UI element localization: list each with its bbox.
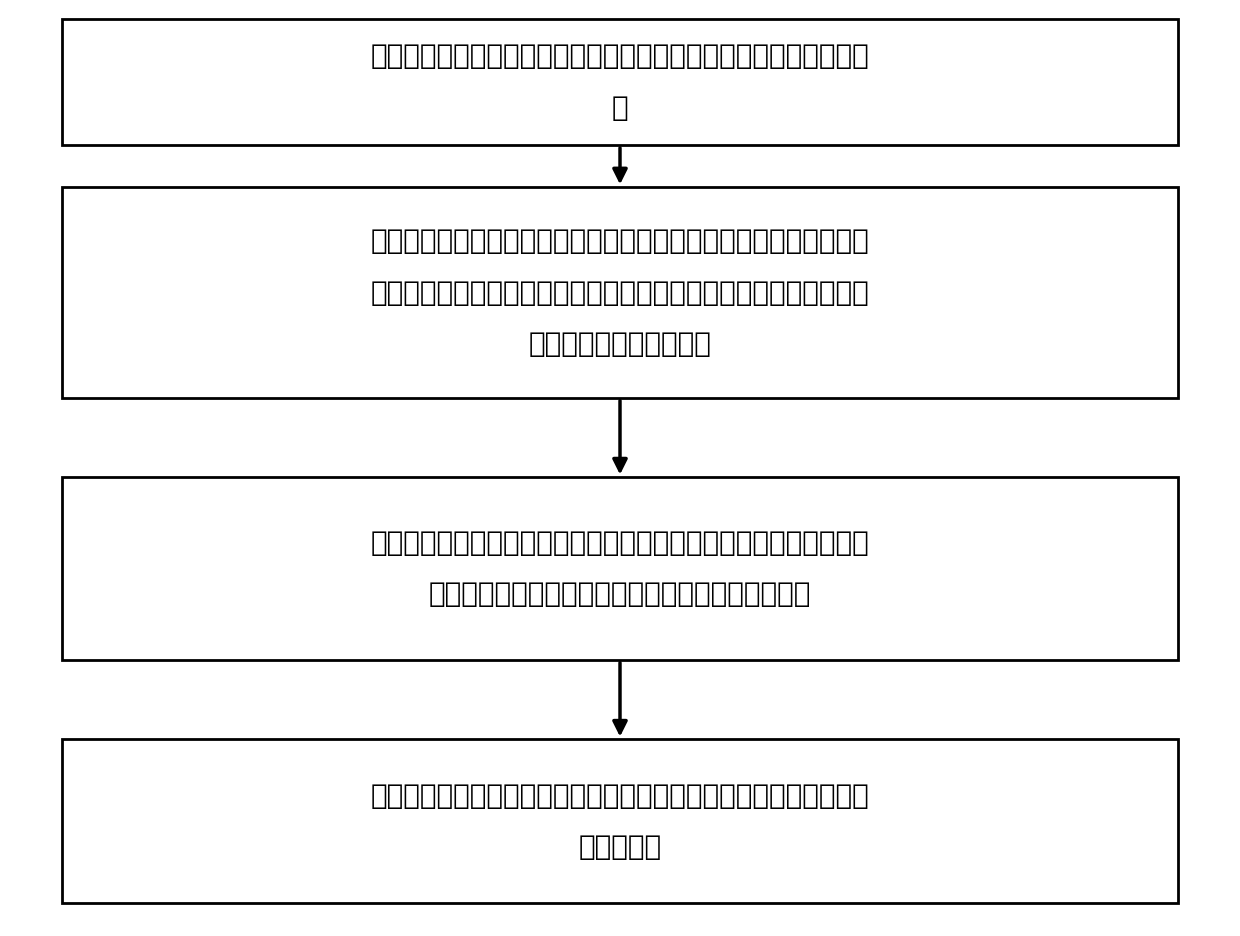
FancyBboxPatch shape [62, 187, 1178, 398]
Text: 的锂离子电池的动态阻抗: 的锂离子电池的动态阻抗 [528, 330, 712, 358]
FancyBboxPatch shape [62, 477, 1178, 660]
Text: 对一次静置后的锂离子电池以预设充电倍率的电流进行充电至截止电: 对一次静置后的锂离子电池以预设充电倍率的电流进行充电至截止电 [371, 42, 869, 70]
Text: 的荷电状态: 的荷电状态 [578, 833, 662, 861]
FancyBboxPatch shape [62, 19, 1178, 145]
Text: 的动态阻抗谱图，并根据动态阻抗谱图获取拟合参数: 的动态阻抗谱图，并根据动态阻抗谱图获取拟合参数 [429, 580, 811, 608]
Text: 压: 压 [611, 94, 629, 122]
FancyBboxPatch shape [62, 739, 1178, 903]
Text: 提取拟合参数中的电荷转移电阻，根据电荷转移电阻确定锂离子电池: 提取拟合参数中的电荷转移电阻，根据电荷转移电阻确定锂离子电池 [371, 782, 869, 810]
Text: 压，并获取放电过程中锂离子电池的荷电状态，确定不同荷电状态下: 压，并获取放电过程中锂离子电池的荷电状态，确定不同荷电状态下 [371, 279, 869, 306]
Text: 根据不同荷电状态下的锂离子电池的动态阻抗，确定不同荷电状态下: 根据不同荷电状态下的锂离子电池的动态阻抗，确定不同荷电状态下 [371, 529, 869, 557]
Text: 对二次静置后的锂离子电池以预设放电倍率的电流进行放电至截止电: 对二次静置后的锂离子电池以预设放电倍率的电流进行放电至截止电 [371, 227, 869, 255]
